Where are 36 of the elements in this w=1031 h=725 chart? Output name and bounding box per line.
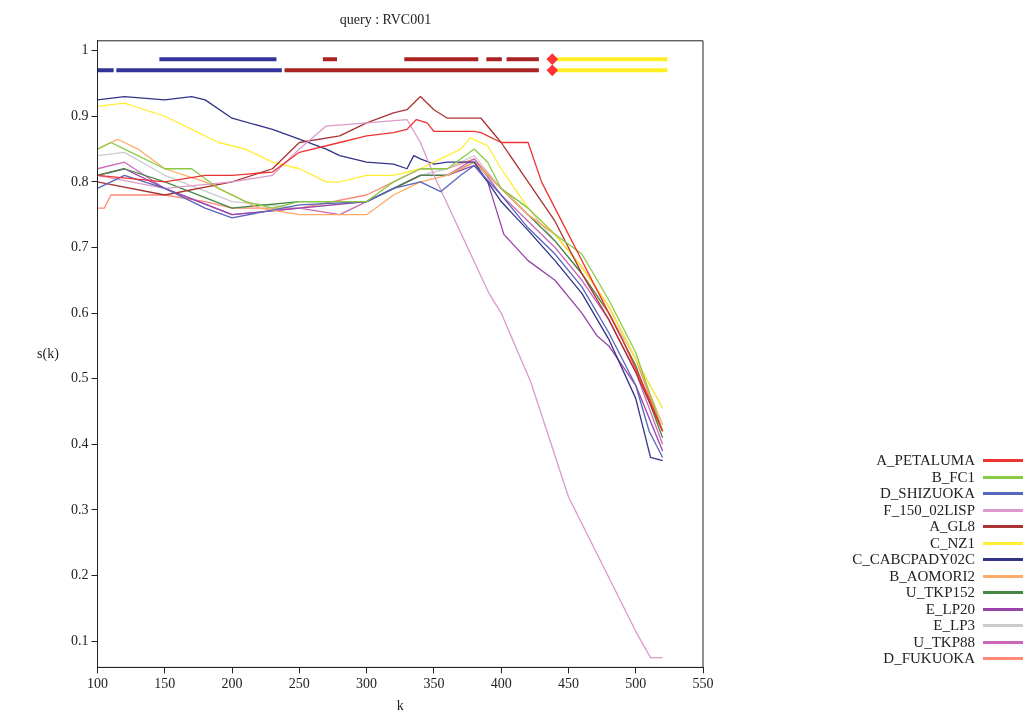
legend-label: A_GL8 — [929, 518, 975, 536]
legend-label: B_FC1 — [931, 468, 975, 486]
legend-label: E_LP20 — [925, 600, 975, 618]
x-tick-label: 100 — [87, 676, 108, 692]
x-tick-label: 150 — [154, 676, 176, 692]
x-tick-label: 550 — [692, 676, 714, 692]
y-tick-label: 0.2 — [71, 567, 89, 583]
legend-label: E_LP3 — [933, 617, 975, 635]
legend-label: F_150_02LISP — [883, 501, 975, 519]
x-axis-title: k — [396, 698, 404, 714]
legend-label: D_SHIZUOKA — [880, 485, 975, 503]
y-tick-label: 0.4 — [71, 435, 89, 451]
y-tick-label: 0.6 — [71, 304, 89, 320]
x-tick-label: 350 — [423, 676, 445, 692]
legend-label: C_NZ1 — [930, 534, 975, 552]
y-axis-title: s(k) — [37, 345, 60, 362]
legend-label: D_FUKUOKA — [883, 650, 975, 668]
legend-label: B_AOMORI2 — [889, 567, 975, 585]
legend-label: C_CABCPADY02C — [852, 551, 975, 569]
x-tick-label: 250 — [288, 676, 310, 692]
y-tick-label: 0.5 — [71, 370, 89, 386]
x-tick-label: 300 — [356, 676, 378, 692]
y-tick-label: 0.3 — [71, 501, 89, 517]
x-tick-label: 200 — [221, 676, 243, 692]
legend-label: A_PETALUMA — [876, 452, 975, 470]
x-tick-label: 450 — [557, 676, 579, 692]
x-tick-label: 400 — [490, 676, 512, 692]
chart-title: query : RVC001 — [339, 12, 432, 28]
legend-label: U_TKP152 — [905, 584, 975, 602]
y-tick-label: 0.7 — [71, 239, 89, 255]
y-tick-label: 1 — [81, 42, 89, 58]
y-tick-label: 0.1 — [71, 632, 89, 648]
x-tick-label: 500 — [625, 676, 647, 692]
y-tick-label: 0.8 — [71, 173, 89, 189]
y-tick-label: 0.9 — [71, 107, 89, 123]
legend-label: U_TKP88 — [913, 633, 975, 651]
